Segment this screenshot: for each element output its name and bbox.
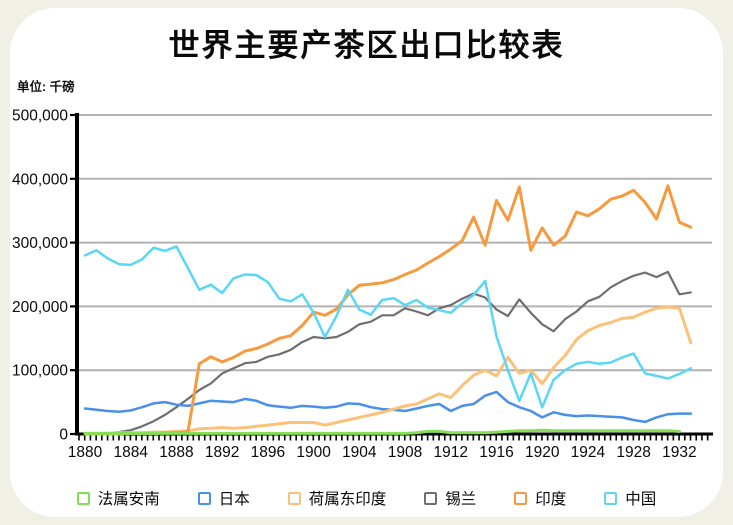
- series-line-india: [83, 184, 693, 436]
- legend-item-china: 中国: [604, 487, 656, 509]
- chart-title: 世界主要产茶区出口比较表: [168, 28, 565, 63]
- legend-label: 荷属东印度: [308, 491, 387, 508]
- y-axis-label: 500,000: [12, 108, 68, 125]
- x-axis-label: 1880: [68, 444, 103, 461]
- legend-item-french-annam: 法属安南: [76, 487, 160, 509]
- x-axis-label: 1904: [342, 444, 377, 461]
- x-axis-label: 1908: [388, 444, 422, 461]
- y-axis-label: 200,000: [12, 299, 68, 316]
- india-swatch-icon: [514, 491, 528, 505]
- china-swatch-icon: [604, 491, 618, 505]
- series-line-china: [83, 245, 693, 409]
- y-axis-label: 0: [59, 427, 68, 444]
- legend-label: 印度: [535, 491, 567, 508]
- y-axis-label: 100,000: [12, 363, 68, 380]
- legend-label: 中国: [625, 491, 657, 508]
- x-axis-label: 1924: [571, 444, 606, 461]
- x-axis-label: 1920: [525, 444, 560, 461]
- x-axis-label: 1916: [479, 444, 513, 461]
- x-axis-label: 1896: [251, 444, 285, 461]
- series-line-ceylon: [83, 270, 692, 436]
- japan-swatch-icon: [197, 491, 211, 505]
- french-annam-swatch-icon: [76, 491, 90, 505]
- x-axis-label: 1932: [662, 444, 696, 461]
- legend-label: 日本: [218, 491, 250, 508]
- chart-legend: 法属安南 日本 荷属东印度 锡兰 印度 中国: [0, 487, 733, 509]
- x-axis-label: 1892: [205, 444, 239, 461]
- legend-item-india: 印度: [514, 487, 566, 509]
- x-axis-label: 1912: [434, 444, 468, 461]
- y-axis-label: 400,000: [12, 171, 68, 188]
- ceylon-swatch-icon: [424, 491, 438, 505]
- x-axis-label: 1888: [159, 444, 193, 461]
- x-axis-label: 1900: [296, 444, 331, 461]
- legend-item-dutch-east-indies: 荷属东印度: [287, 487, 387, 509]
- y-axis-label: 300,000: [12, 235, 68, 252]
- x-axis-label: 1928: [616, 444, 650, 461]
- dutch-east-indies-swatch-icon: [287, 491, 301, 505]
- legend-item-japan: 日本: [197, 487, 250, 509]
- series-line-french-annam: [83, 428, 681, 435]
- unit-label: 单位: 千磅: [17, 80, 75, 94]
- legend-item-ceylon: 锡兰: [424, 487, 476, 509]
- legend-label: 锡兰: [445, 491, 477, 508]
- legend-label: 法属安南: [97, 491, 160, 508]
- x-axis-label: 1884: [113, 444, 148, 461]
